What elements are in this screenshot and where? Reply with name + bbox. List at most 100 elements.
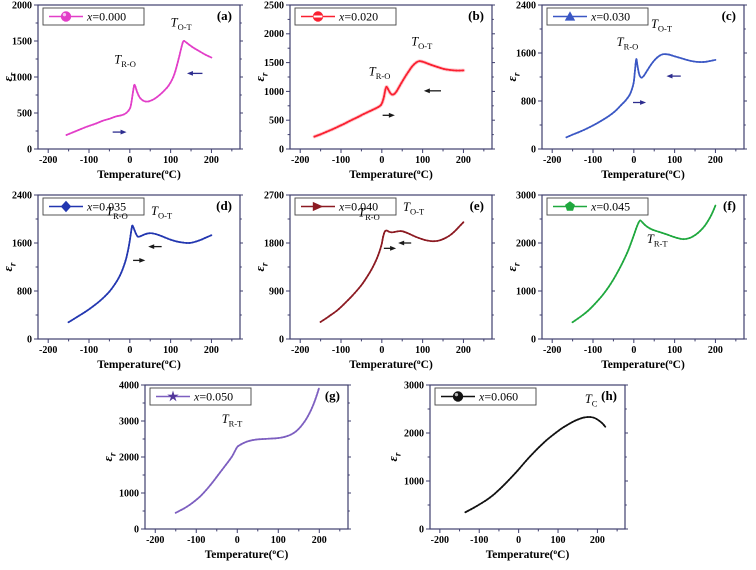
data-curve bbox=[174, 387, 320, 514]
svg-text:-200: -200 bbox=[543, 345, 561, 356]
svg-text:100: 100 bbox=[415, 155, 430, 166]
direction-arrow bbox=[133, 258, 146, 263]
panel-f: -200 -100 0 100 200 0 1000 2000 3000 Temperature(… bbox=[504, 190, 756, 380]
tick-labels: -200 -100 0 100 200 0 800 1600 2400 bbox=[12, 190, 219, 356]
annotation-T-O-T: TO-T bbox=[171, 16, 193, 32]
svg-text:900: 900 bbox=[269, 286, 284, 297]
x-axis-label: Temperature(oC) bbox=[97, 167, 181, 181]
chart-d: -200 -100 0 100 200 0 800 1600 2400 Temperature(o… bbox=[0, 190, 243, 371]
x-axis-label: Temperature(oC) bbox=[349, 357, 433, 371]
x-axis-label: Temperature(oC) bbox=[205, 547, 289, 561]
svg-text:-200: -200 bbox=[291, 155, 309, 166]
x-axis-label: Temperature(oC) bbox=[97, 357, 181, 371]
svg-text:-200: -200 bbox=[291, 345, 309, 356]
x-axis-label: Temperature(oC) bbox=[349, 167, 433, 181]
legend-label: x=0.045 bbox=[590, 200, 630, 214]
svg-text:200: 200 bbox=[456, 155, 471, 166]
chart-b: -200 -100 0 100 20005001000150020002500Tempe… bbox=[252, 0, 495, 181]
svg-text:1000: 1000 bbox=[264, 87, 284, 98]
svg-text:200: 200 bbox=[708, 345, 723, 356]
svg-text:3000: 3000 bbox=[119, 416, 139, 427]
y-axis-label: εr bbox=[100, 452, 118, 461]
svg-text:0: 0 bbox=[27, 144, 32, 155]
annotation-T-O-T: TO-T bbox=[651, 17, 673, 34]
svg-text:0: 0 bbox=[379, 345, 384, 356]
legend-marker-star-icon bbox=[167, 390, 179, 402]
panel-a: -200 -100 0 100 200 0 500 1000 1500 2000 Temperatu… bbox=[0, 0, 252, 190]
svg-text:-100: -100 bbox=[332, 155, 350, 166]
svg-text:800: 800 bbox=[17, 286, 32, 297]
tick-labels: -200 -100 0 100 200 0 800 1600 2400 bbox=[516, 0, 723, 166]
svg-text:1000: 1000 bbox=[404, 476, 424, 487]
curve-markers bbox=[319, 221, 464, 323]
svg-text:1500: 1500 bbox=[12, 36, 32, 47]
curve-markers bbox=[67, 225, 212, 324]
legend: x=0.035 bbox=[42, 197, 145, 216]
svg-text:-200: -200 bbox=[39, 155, 57, 166]
legend: x=0.000 bbox=[42, 7, 145, 26]
svg-text:2700: 2700 bbox=[264, 190, 284, 201]
legend-marker-sphere-icon bbox=[60, 11, 72, 22]
svg-text:2500: 2500 bbox=[264, 0, 284, 11]
svg-text:0: 0 bbox=[127, 155, 132, 166]
svg-text:1000: 1000 bbox=[516, 286, 536, 297]
legend-label: x=0.060 bbox=[478, 390, 518, 404]
y-axis-label: εr bbox=[0, 72, 18, 81]
x-axis-label: Temperature(oC) bbox=[601, 167, 685, 181]
curve-markers bbox=[65, 39, 210, 136]
y-axis-label: εr bbox=[504, 262, 522, 271]
direction-arrow bbox=[112, 129, 127, 135]
annotation-T-R-O: TR-O bbox=[358, 205, 380, 222]
direction-arrow bbox=[186, 71, 203, 76]
legend: x=0.040 bbox=[294, 197, 397, 216]
y-axis-label: εr bbox=[0, 262, 18, 271]
annotation-T-R-O: TR-O bbox=[114, 52, 136, 69]
panel-letter: (e) bbox=[470, 198, 484, 213]
svg-text:0: 0 bbox=[631, 155, 636, 166]
chart-g: -200 -100 0 100 20001000200030004000Temperat… bbox=[100, 380, 351, 561]
svg-text:3000: 3000 bbox=[404, 380, 424, 391]
svg-text:100: 100 bbox=[163, 155, 178, 166]
panel-letter: (a) bbox=[217, 8, 232, 23]
chart-a: -200 -100 0 100 2000500100015002000Temperatu… bbox=[0, 0, 243, 181]
curve-markers bbox=[313, 60, 464, 138]
data-curve bbox=[571, 204, 717, 324]
legend-marker-triangle-icon bbox=[564, 11, 576, 21]
panel-letter: (d) bbox=[216, 198, 232, 213]
legend-marker-sphere-icon bbox=[452, 391, 464, 402]
svg-text:0: 0 bbox=[379, 155, 384, 166]
y-axis-label: εr bbox=[252, 262, 270, 271]
axes-frame bbox=[144, 384, 349, 530]
axes-frame bbox=[37, 4, 241, 150]
svg-text:-100: -100 bbox=[332, 345, 350, 356]
direction-arrow bbox=[633, 100, 647, 105]
ticks bbox=[538, 4, 747, 153]
svg-text:-100: -100 bbox=[584, 345, 602, 356]
axes-frame bbox=[289, 4, 493, 150]
data-curve bbox=[65, 40, 213, 136]
svg-text:0: 0 bbox=[531, 144, 536, 155]
svg-text:-200: -200 bbox=[543, 155, 561, 166]
curve-markers bbox=[571, 205, 717, 324]
ticks bbox=[141, 384, 351, 533]
axes-frame bbox=[289, 194, 493, 340]
y-axis-label: εr bbox=[252, 72, 270, 81]
svg-text:100: 100 bbox=[271, 535, 286, 546]
direction-arrow bbox=[383, 245, 397, 251]
data-curve bbox=[565, 53, 717, 139]
svg-text:0: 0 bbox=[279, 334, 284, 345]
svg-text:200: 200 bbox=[312, 535, 327, 546]
x-axis-label: Temperature(oC) bbox=[601, 357, 685, 371]
svg-text:0: 0 bbox=[631, 345, 636, 356]
ticks bbox=[286, 4, 495, 153]
annotation-T-O-T: TO-T bbox=[403, 200, 425, 217]
chart-h: -200 -100 0 100 2000100020003000Temperature(… bbox=[385, 380, 628, 561]
annotation-T-C: TC bbox=[585, 392, 598, 409]
panel-letter: (c) bbox=[722, 8, 736, 23]
curve-markers bbox=[565, 53, 714, 139]
svg-text:1600: 1600 bbox=[516, 48, 536, 59]
panel-e: -200 -100 0 100 200 0 900 1800 2700 Temperature(o… bbox=[252, 190, 504, 380]
svg-text:1000: 1000 bbox=[119, 488, 139, 499]
